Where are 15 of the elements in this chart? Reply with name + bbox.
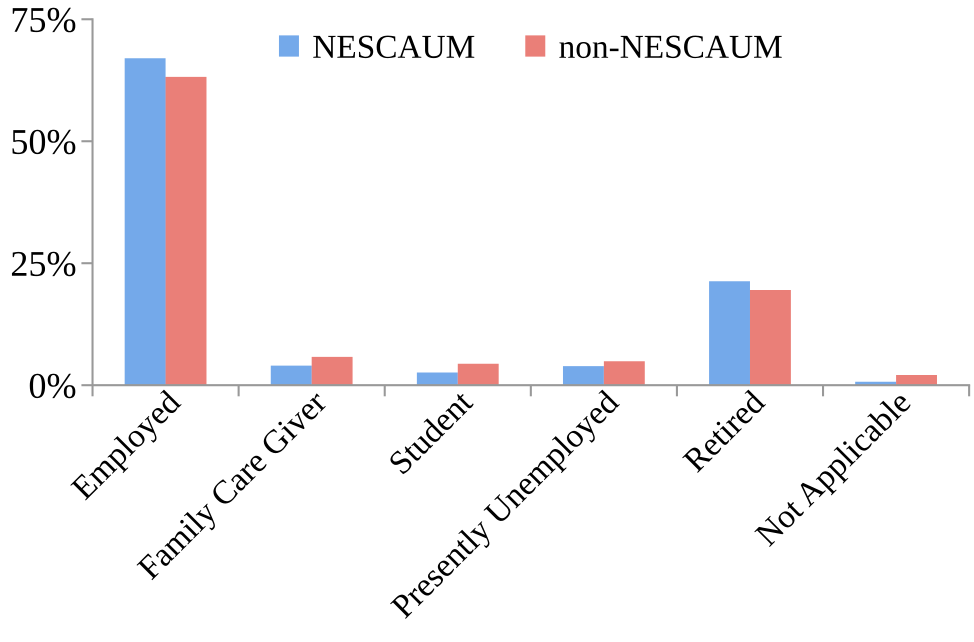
legend-label: NESCAUM xyxy=(313,36,474,58)
bar xyxy=(709,281,750,386)
bar xyxy=(270,366,312,386)
y-tick-label: 75% xyxy=(12,8,76,32)
bar xyxy=(124,58,166,386)
bar xyxy=(458,364,499,386)
bar xyxy=(416,372,458,386)
bar xyxy=(166,76,206,386)
bar xyxy=(312,356,353,386)
y-tick-label: 25% xyxy=(12,252,76,276)
bar xyxy=(750,290,791,386)
bar xyxy=(562,366,604,386)
y-tick-label: 50% xyxy=(12,130,76,154)
legend-label: non-NESCAUM xyxy=(559,36,782,58)
bar xyxy=(604,361,645,386)
